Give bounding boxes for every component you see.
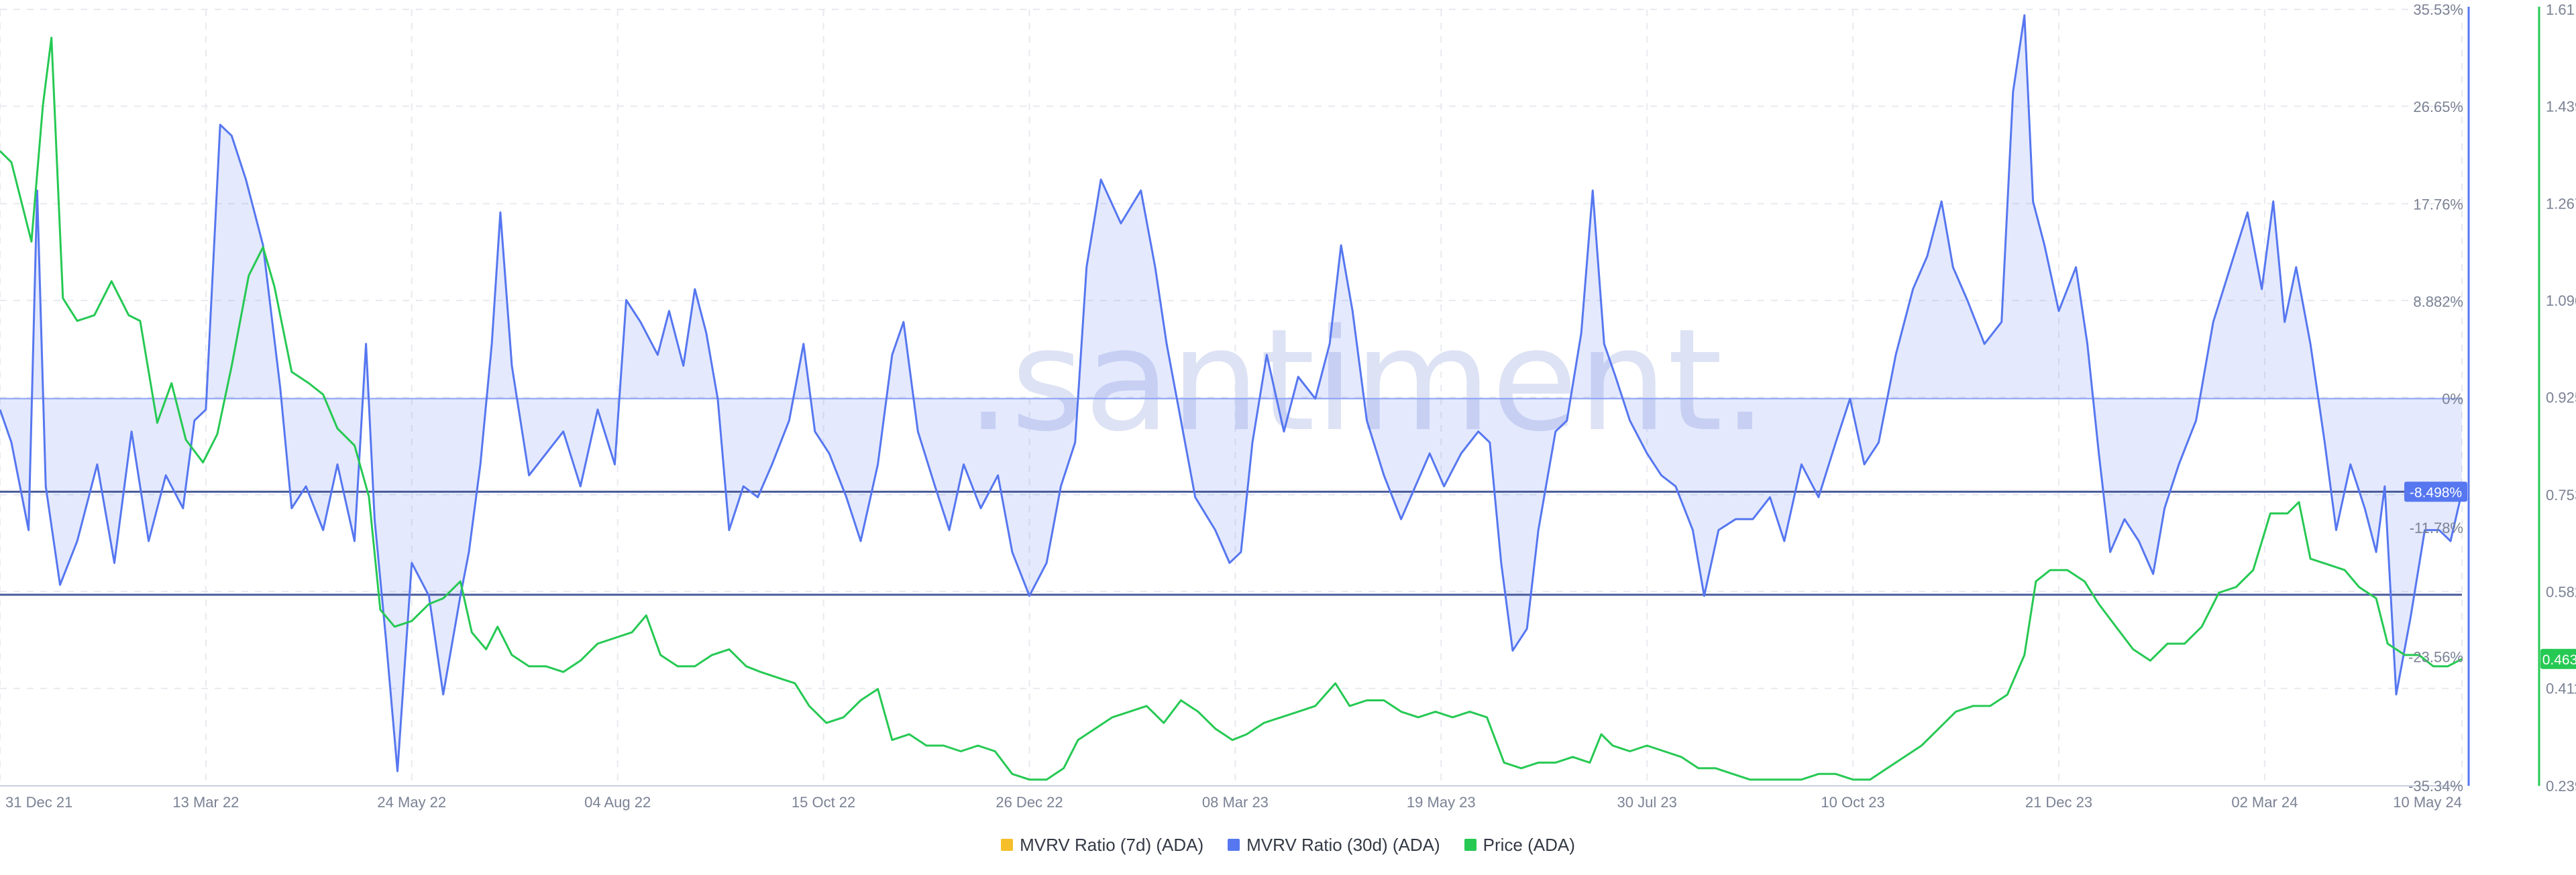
x-axis-tick-label: 02 Mar 24 (2231, 794, 2298, 811)
legend-label-mvrv-30d: MVRV Ratio (30d) (ADA) (1246, 834, 1440, 855)
mvrv-last-value-label: -8.498% (2410, 485, 2462, 500)
series-layer (0, 14, 2463, 781)
watermark: .santiment. (966, 298, 1768, 463)
x-axis-tick-label: 30 Jul 23 (1617, 794, 1677, 811)
mvrv-30d-area (0, 15, 2462, 772)
legend-swatch-mvrv-30d (1228, 839, 1240, 851)
x-axis-tick-label: 26 Dec 22 (996, 794, 1063, 811)
mvrv-30d-line (0, 14, 2463, 772)
price-line (0, 36, 2463, 781)
x-axis-tick-label: 21 Dec 23 (2025, 794, 2092, 811)
x-axis-tick-label: 08 Mar 23 (1202, 794, 1269, 811)
legend-swatch-mvrv-7d (1001, 839, 1014, 851)
mvrv-axis-tick-label: -11.78% (2410, 520, 2463, 536)
legend: MVRV Ratio (7d) (ADA) MVRV Ratio (30d) (… (0, 830, 2576, 860)
legend-item-mvrv-30d[interactable]: MVRV Ratio (30d) (ADA) (1228, 835, 1440, 856)
x-axis-tick-label: 15 Oct 22 (792, 794, 855, 811)
price-axis-tick-label: 0.239 (2546, 778, 2576, 795)
price-last-value-badge (2540, 648, 2576, 669)
legend-item-mvrv-7d[interactable]: MVRV Ratio (7d) (ADA) (1001, 835, 1203, 856)
x-axis-tick-label: 24 May 22 (377, 794, 446, 811)
mvrv-axis-tick-label: 8.882% (2413, 293, 2463, 310)
mvrv-axis-tick-label: 35.53% (2413, 1, 2463, 18)
price-axis-tick-label: 1.61 (2546, 1, 2575, 18)
price-axis-tick-label: 1.439 (2546, 98, 2576, 115)
x-axis-tick-label: 04 Aug 22 (584, 794, 651, 811)
axes: 35.53% 26.65% 17.76% 8.882% 0% -11.78% -23.56%… (0, 1, 2576, 811)
price-axis-tick-label: 0.753 (2546, 487, 2576, 504)
x-axis-tick-label: 13 Mar 22 (172, 794, 239, 811)
mvrv-axis-tick-label: -23.56% (2408, 649, 2463, 666)
legend-label-mvrv-7d: MVRV Ratio (7d) (ADA) (1020, 834, 1204, 855)
price-axis-tick-label: 0.925 (2546, 390, 2576, 406)
grid (0, 9, 2463, 786)
price-axis-tick-label: 1.267 (2546, 196, 2576, 213)
legend-swatch-price (1464, 839, 1477, 851)
mvrv-last-value-badge (2404, 481, 2467, 502)
x-axis-tick-label: 31 Dec 21 (5, 794, 72, 811)
x-axis-tick-label: 10 May 24 (2393, 794, 2462, 811)
x-axis-tick-label: 10 Oct 23 (1821, 794, 1884, 811)
mvrv-axis-tick-label: -35.34% (2408, 778, 2463, 795)
price-last-value-label: 0.463 (2542, 652, 2576, 668)
mvrv-axis-tick-label: 0% (2442, 391, 2463, 408)
x-axis-tick-label: 19 May 23 (1407, 794, 1476, 811)
price-axis-tick-label: 0.411 (2546, 681, 2576, 697)
mvrv-axis-tick-label: 26.65% (2413, 99, 2463, 115)
price-axis-tick-label: 0.582 (2546, 583, 2576, 600)
price-axis-tick-label: 1.096 (2546, 292, 2576, 309)
legend-label-price: Price (ADA) (1483, 834, 1575, 855)
mvrv-axis-tick-label: 17.76% (2413, 196, 2463, 213)
legend-item-price[interactable]: Price (ADA) (1464, 835, 1575, 856)
